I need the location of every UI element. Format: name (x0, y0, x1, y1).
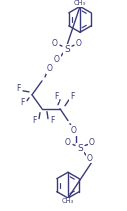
Text: O: O (87, 154, 93, 163)
Text: O: O (47, 65, 53, 73)
Text: F: F (50, 116, 54, 125)
Text: O: O (76, 39, 82, 48)
Text: F: F (70, 92, 74, 101)
Text: F: F (32, 116, 36, 125)
Text: O: O (65, 138, 71, 147)
Text: F: F (20, 98, 24, 107)
Text: O: O (71, 126, 77, 135)
Text: O: O (54, 55, 60, 64)
Text: S: S (64, 45, 70, 54)
Text: O: O (89, 138, 95, 147)
Text: F: F (54, 92, 58, 101)
Text: F: F (16, 84, 20, 93)
Text: S: S (77, 144, 83, 153)
Text: O: O (52, 39, 58, 48)
Text: CH₃: CH₃ (74, 0, 86, 7)
Text: CH₃: CH₃ (62, 198, 74, 204)
